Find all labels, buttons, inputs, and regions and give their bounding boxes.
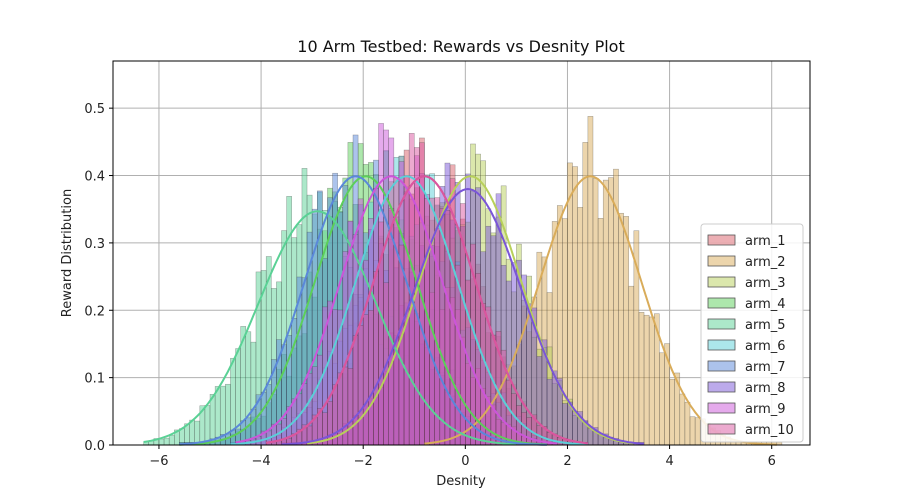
histogram-bar <box>169 435 174 445</box>
y-tick-label: 0.5 <box>84 102 105 117</box>
histogram-bar <box>521 412 526 445</box>
legend-swatch <box>708 277 735 287</box>
histogram-bar <box>629 286 634 445</box>
y-tick-label: 0.4 <box>84 170 105 185</box>
legend-label: arm_6 <box>745 339 786 354</box>
legend-label: arm_9 <box>745 402 786 417</box>
histogram-bar <box>164 438 169 445</box>
x-tick-label: 4 <box>665 454 673 469</box>
histogram-bar <box>608 178 613 445</box>
histogram-bar <box>695 418 700 445</box>
legend-label: arm_1 <box>745 234 786 249</box>
histogram-bar <box>389 209 394 445</box>
chart-title: 10 Arm Testbed: Rewards vs Desnity Plot <box>297 37 624 56</box>
histogram-bar <box>399 245 404 445</box>
histogram-bar <box>588 116 593 445</box>
histogram-bar <box>624 216 629 445</box>
x-tick-label: −6 <box>149 454 168 469</box>
histogram-bar <box>670 379 675 445</box>
histogram-bar <box>593 178 598 445</box>
x-axis-label: Desnity <box>436 474 486 489</box>
histogram-bar <box>440 208 445 445</box>
histogram-bar <box>649 317 654 445</box>
x-tick-label: −4 <box>251 454 270 469</box>
histogram-bar <box>573 412 578 445</box>
histogram-bar <box>210 394 215 445</box>
legend-label: arm_5 <box>745 318 786 333</box>
histogram-bar <box>205 405 210 445</box>
legend-swatch <box>708 256 735 266</box>
legend-swatch <box>708 361 735 371</box>
histogram-bar <box>363 315 368 445</box>
y-tick-label: 0.0 <box>84 439 105 454</box>
histogram-bar <box>578 207 583 445</box>
histogram-bar <box>659 353 664 445</box>
legend-swatch <box>708 403 735 413</box>
histogram-bar <box>685 402 690 445</box>
histogram-bar <box>516 406 521 445</box>
histogram-bar <box>603 180 608 445</box>
histogram-bar <box>583 142 588 445</box>
histogram-bar <box>195 421 200 445</box>
y-tick-label: 0.1 <box>84 372 105 387</box>
y-axis-label: Reward Distribution <box>60 189 75 317</box>
legend: arm_1 arm_2 arm_3 arm_4 arm_5 arm_6 arm_7 arm_8… <box>701 224 803 442</box>
histogram-bar <box>639 312 644 445</box>
histogram-bar <box>190 420 195 445</box>
legend-label: arm_2 <box>745 255 786 270</box>
histogram-bar <box>368 310 373 445</box>
histogram-bar <box>588 429 593 445</box>
histogram-bar <box>348 368 353 445</box>
histogram-bar <box>455 265 460 445</box>
histogram-bar <box>353 336 358 445</box>
legend-swatch <box>708 382 735 392</box>
x-tick-label: 6 <box>768 454 776 469</box>
histogram-bar <box>573 167 578 445</box>
legend-label: arm_3 <box>745 276 786 291</box>
y-tick-label: 0.3 <box>84 237 105 252</box>
x-tick-label: 2 <box>563 454 571 469</box>
histogram-bar <box>358 325 363 445</box>
histogram-bar <box>159 439 164 445</box>
histogram-bar <box>619 213 624 445</box>
legend-label: arm_4 <box>745 297 786 312</box>
histogram-bar <box>680 394 685 445</box>
histogram-bar <box>644 315 649 445</box>
histogram-bar <box>215 386 220 445</box>
legend-swatch <box>708 319 735 329</box>
legend-label: arm_7 <box>745 360 786 375</box>
legend-label: arm_8 <box>745 381 786 396</box>
x-tick-label: 0 <box>461 454 469 469</box>
histogram-bar <box>598 218 603 445</box>
histogram-bar <box>491 335 496 445</box>
legend-swatch <box>708 340 735 350</box>
histogram-bar <box>690 417 695 445</box>
x-tick-label: −2 <box>354 454 373 469</box>
legend-swatch <box>708 424 735 434</box>
legend-label: arm_10 <box>745 423 794 438</box>
y-tick-label: 0.2 <box>84 304 105 319</box>
legend-swatch <box>708 235 735 245</box>
histogram-bar <box>511 394 516 445</box>
legend-swatch <box>708 298 735 308</box>
